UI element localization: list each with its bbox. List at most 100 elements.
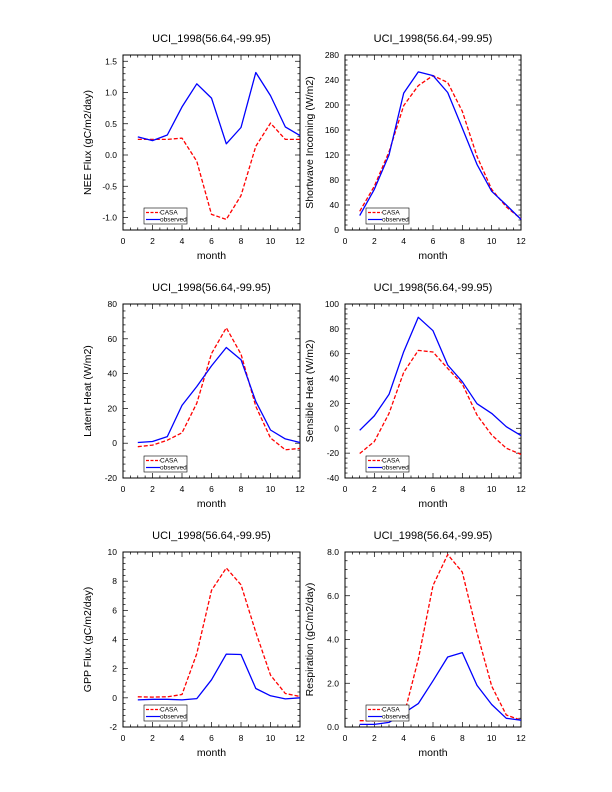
x-axis-label: month	[197, 498, 226, 510]
legend-label: CASA	[160, 210, 178, 217]
x-tick-label: 0	[343, 733, 348, 743]
y-tick-label: 0	[112, 693, 117, 703]
y-tick-label: 40	[330, 374, 340, 384]
chart-panel-2: UCI_1998(56.64,-99.95)0 2 4 6 8 10 12040801201…	[304, 33, 526, 262]
legend-label: CASA	[160, 707, 178, 714]
x-axis-label: month	[418, 250, 447, 262]
x-tick-label: 12	[516, 236, 526, 246]
chart-panel-5: UCI_1998(56.64,-99.95) 0 2 4 6 8 10 12 -2 0 2 4 6 8 10…	[82, 530, 305, 759]
x-tick-label: 12	[295, 236, 305, 246]
x-tick-label: 2	[372, 733, 377, 743]
x-tick-label: 4	[401, 236, 406, 246]
y-tick-label: 40	[330, 200, 340, 210]
x-tick-label: 6	[209, 484, 214, 494]
series-line-casa	[359, 553, 522, 722]
legend-label: CASA	[382, 458, 400, 465]
y-axis-label: Respiration (gC/m2/day)	[304, 583, 316, 697]
series-line-observed	[359, 71, 522, 220]
y-tick-label: 40	[108, 369, 118, 379]
x-tick-label: 2	[372, 236, 377, 246]
y-tick-label: 1.5	[105, 56, 117, 66]
legend-label: observed	[382, 217, 409, 224]
y-tick-label: 8.0	[327, 547, 339, 557]
x-tick-label: 4	[401, 733, 406, 743]
y-tick-label: 4	[112, 635, 117, 645]
chart-panel-6: UCI_1998(56.64,-99.95) 0 2 4 6 8 10 12 0.0 2.0 4.0…	[304, 530, 526, 759]
y-tick-label: 80	[330, 324, 340, 334]
series-line-observed	[137, 346, 301, 444]
legend-label: observed	[382, 465, 409, 472]
y-tick-label: 0	[112, 438, 117, 448]
x-tick-label: 0	[343, 484, 348, 494]
y-tick-label: 6	[112, 605, 117, 615]
x-tick-label: 12	[516, 733, 526, 743]
plot-frame	[344, 54, 522, 231]
x-tick-label: 0	[343, 236, 348, 246]
y-tick-label: 2.0	[327, 678, 339, 688]
legend-label: CASA	[382, 707, 400, 714]
x-axis-label: month	[418, 498, 447, 510]
y-tick-label: 0	[334, 423, 339, 433]
chart-panel-3: UCI_1998(56.64,-99.95)0 2 4 6 8 10 12-20020406…	[82, 282, 305, 510]
series-line-casa	[359, 349, 522, 455]
plot-frame	[122, 551, 301, 728]
chart-panel-1: UCI_1998(56.64,-99.95) 0 2 4 6 8 10 12 -1.0 -0.5 0…	[82, 33, 305, 262]
chart-panel-4: UCI_1998(56.64,-99.95) 0 2 4 6 8 10 12 -40 -20 0 20…	[304, 282, 526, 510]
y-tick-label: 0	[334, 225, 339, 235]
y-tick-label: 0.0	[105, 150, 117, 160]
y-tick-label: -20	[105, 473, 118, 483]
x-tick-label: 8	[460, 484, 465, 494]
y-axis-label: NEE Flux (gC/m2/day)	[82, 90, 94, 195]
x-tick-label: 12	[516, 484, 526, 494]
x-tick-label: 6	[209, 236, 214, 246]
x-tick-label: 4	[180, 733, 185, 743]
series-line-observed	[137, 653, 301, 701]
x-tick-label: 10	[266, 236, 276, 246]
y-axis-label: Sensible Heat (W/m2)	[304, 340, 316, 443]
y-tick-label: 60	[330, 349, 340, 359]
y-tick-label: 120	[325, 150, 339, 160]
x-axis-label: month	[418, 747, 447, 759]
x-tick-label: 10	[266, 733, 276, 743]
y-tick-label: 20	[330, 398, 340, 408]
series-line-casa	[137, 327, 301, 451]
series-line-observed	[359, 316, 522, 437]
chart-title: UCI_1998(56.64,-99.95)	[374, 282, 493, 294]
legend-label: CASA	[382, 210, 400, 217]
x-tick-label: 8	[460, 733, 465, 743]
x-tick-label: 0	[121, 236, 126, 246]
x-tick-label: 2	[150, 484, 155, 494]
y-tick-label: 20	[108, 403, 118, 413]
legend-label: observed	[160, 714, 187, 721]
y-tick-label: 6.0	[327, 591, 339, 601]
chart-title: UCI_1998(56.64,-99.95)	[152, 530, 271, 542]
chart-title: UCI_1998(56.64,-99.95)	[374, 530, 493, 542]
series-line-observed	[137, 71, 301, 145]
x-tick-label: 10	[487, 733, 497, 743]
series-line-observed	[359, 651, 522, 726]
x-tick-label: 4	[401, 484, 406, 494]
y-tick-label: 0.0	[327, 722, 339, 732]
y-tick-label: 60	[108, 334, 118, 344]
x-tick-label: 4	[180, 236, 185, 246]
legend-label: observed	[160, 217, 187, 224]
x-tick-label: 12	[295, 733, 305, 743]
y-tick-label: 8	[112, 576, 117, 586]
y-tick-label: -40	[327, 473, 340, 483]
plot-frame	[122, 303, 301, 479]
y-tick-label: 240	[325, 75, 339, 85]
y-tick-label: -20	[327, 448, 340, 458]
chart-title: UCI_1998(56.64,-99.95)	[152, 282, 271, 294]
x-tick-label: 4	[180, 484, 185, 494]
x-tick-label: 12	[295, 484, 305, 494]
series-line-casa	[359, 74, 522, 220]
x-tick-label: 8	[239, 484, 244, 494]
y-tick-label: 10	[108, 547, 118, 557]
y-tick-label: -1.0	[102, 213, 117, 223]
chart-title: UCI_1998(56.64,-99.95)	[152, 33, 271, 45]
plot-frame	[344, 551, 522, 728]
legend-label: observed	[160, 465, 187, 472]
